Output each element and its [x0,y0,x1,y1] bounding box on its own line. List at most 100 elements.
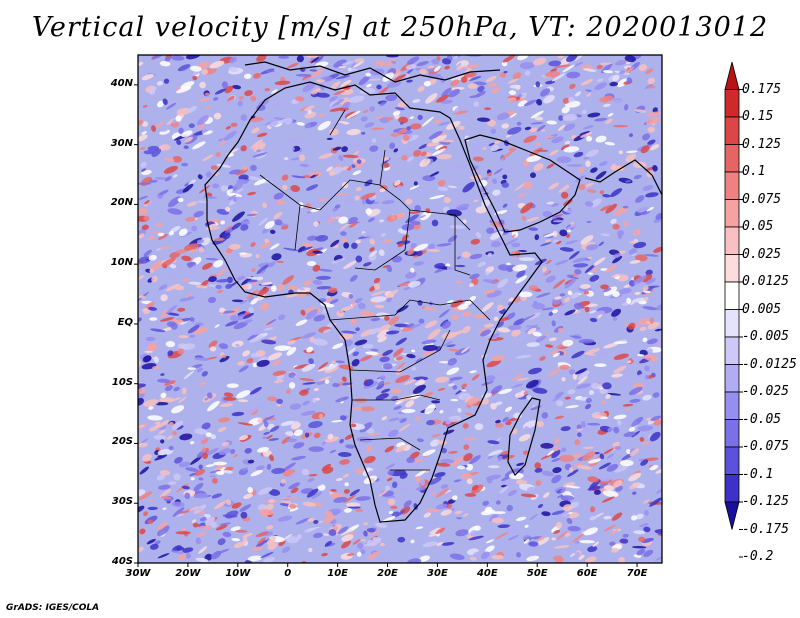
field-cell [376,329,389,338]
field-cell [178,396,187,404]
field-cell [146,235,156,241]
field-cell [142,453,152,462]
field-cell [417,114,423,121]
field-cell [182,278,190,282]
field-cell [287,137,302,144]
field-cell [524,426,530,433]
field-cell [566,164,583,167]
field-cell [302,82,316,93]
field-cell [492,140,501,145]
field-cell [506,524,516,533]
field-cell [445,418,452,425]
field-cell [405,67,414,75]
field-cell [440,509,452,516]
field-cell [379,375,386,381]
field-cell [464,395,474,403]
field-cell [293,238,300,244]
field-cell [333,496,348,503]
field-cell [387,469,395,476]
field-cell [344,198,354,206]
field-cell [214,88,227,95]
field-cell [645,269,653,276]
field-cell [612,290,620,298]
field-cell [361,131,366,135]
field-cell [295,73,312,77]
field-cell [198,97,211,102]
field-cell [432,134,447,144]
field-cell [449,225,466,229]
field-cell [419,478,426,486]
field-cell [405,236,412,240]
field-cell [654,198,660,204]
field-cell [436,542,443,546]
field-cell [247,65,264,72]
field-cell [204,397,209,401]
field-cell [614,99,623,103]
field-cell [252,152,268,158]
field-cell [194,492,209,499]
field-cell [288,372,296,378]
field-cell [316,379,327,386]
field-cell [586,220,592,223]
field-cell [193,210,205,218]
field-cell [470,238,480,245]
field-cell [530,110,544,119]
field-cell [192,75,198,81]
field-cell [646,206,654,212]
field-cell [268,438,280,441]
field-cell [235,343,240,347]
field-cell [365,351,378,355]
field-cell [157,378,171,383]
field-cell [584,264,596,274]
field-cell [538,68,544,73]
field-cell [293,442,305,449]
field-cell [333,511,339,516]
field-cell [383,363,393,370]
field-cell [191,225,198,232]
field-cell [452,384,458,390]
field-cell [588,458,601,464]
field-cell [647,85,656,89]
field-cell [505,133,513,138]
field-cell [220,403,234,407]
field-cell [236,178,249,185]
field-cell [461,347,469,354]
field-cell [524,324,538,333]
field-cell [256,404,263,408]
field-cell [644,254,659,257]
field-cell [610,188,623,198]
field-cell [405,198,413,205]
field-cell [490,230,504,240]
field-cell [491,555,504,560]
field-cell [613,426,620,434]
field-cell [296,151,301,156]
field-cell [583,156,590,160]
field-cell [500,450,510,456]
field-cell [454,510,463,515]
field-cell [560,426,571,432]
field-cell [276,398,283,404]
field-cell [569,467,574,473]
field-cell [533,300,538,305]
field-cell [472,144,481,152]
field-cell [216,268,227,276]
field-cell [365,208,373,215]
field-cell [554,438,560,444]
field-cell [348,222,358,228]
field-cell [448,415,462,423]
field-cell [329,107,345,112]
field-cell [144,200,150,205]
field-cell [368,217,375,223]
field-cell [464,493,477,497]
field-cell [329,299,339,304]
field-cell [579,539,595,544]
field-cell [282,496,298,500]
field-cell [576,424,582,430]
field-cell [273,379,285,384]
field-cell [215,278,232,283]
field-cell [516,552,522,558]
field-cell [548,394,556,401]
field-cell [186,105,198,114]
field-cell [380,103,394,113]
field-cell [609,527,620,536]
